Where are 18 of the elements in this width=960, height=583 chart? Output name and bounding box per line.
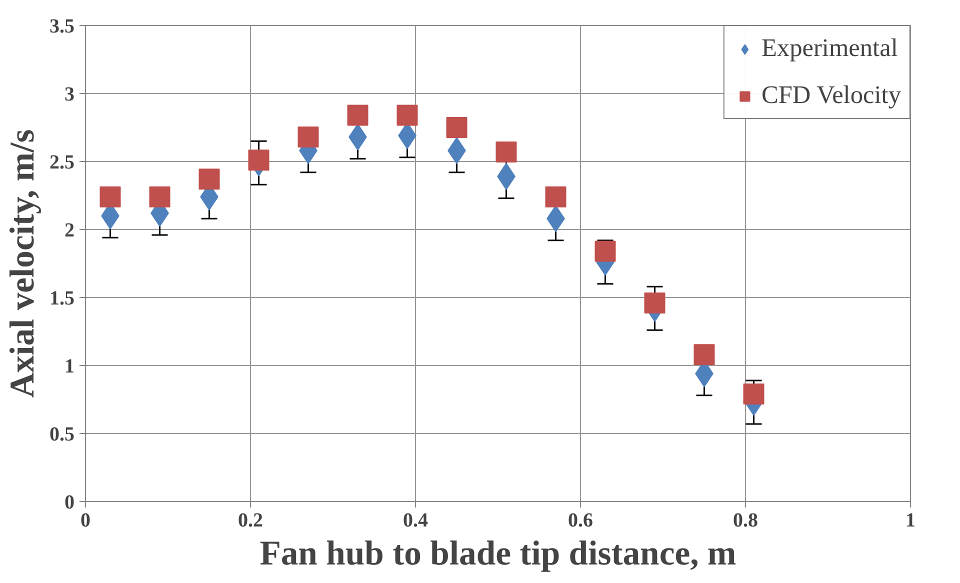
x-axis-title: Fan hub to blade tip distance, m [260,534,736,572]
y-tick-label: 2 [64,220,74,242]
y-tick-label: 1.5 [50,288,74,310]
y-tick-label: 0.5 [50,424,74,446]
x-tick-label: 0.8 [733,510,758,532]
x-tick-label: 0.6 [568,510,593,532]
y-tick-label: 0 [64,492,74,514]
x-tick-label: 0.4 [403,510,428,532]
x-tick-label: 0 [80,510,90,532]
y-tick-label: 3.5 [50,16,74,38]
legend-label: CFD Velocity [761,81,901,110]
y-tick-label: 3 [64,84,74,106]
legend-label: Experimental [761,34,898,63]
x-tick-label: 0.2 [238,510,263,532]
y-tick-label: 2.5 [50,152,74,174]
y-tick-label: 1 [64,356,74,378]
y-axis-title: Axial velocity, m/s [4,129,42,398]
x-tick-label: 1 [906,510,916,532]
